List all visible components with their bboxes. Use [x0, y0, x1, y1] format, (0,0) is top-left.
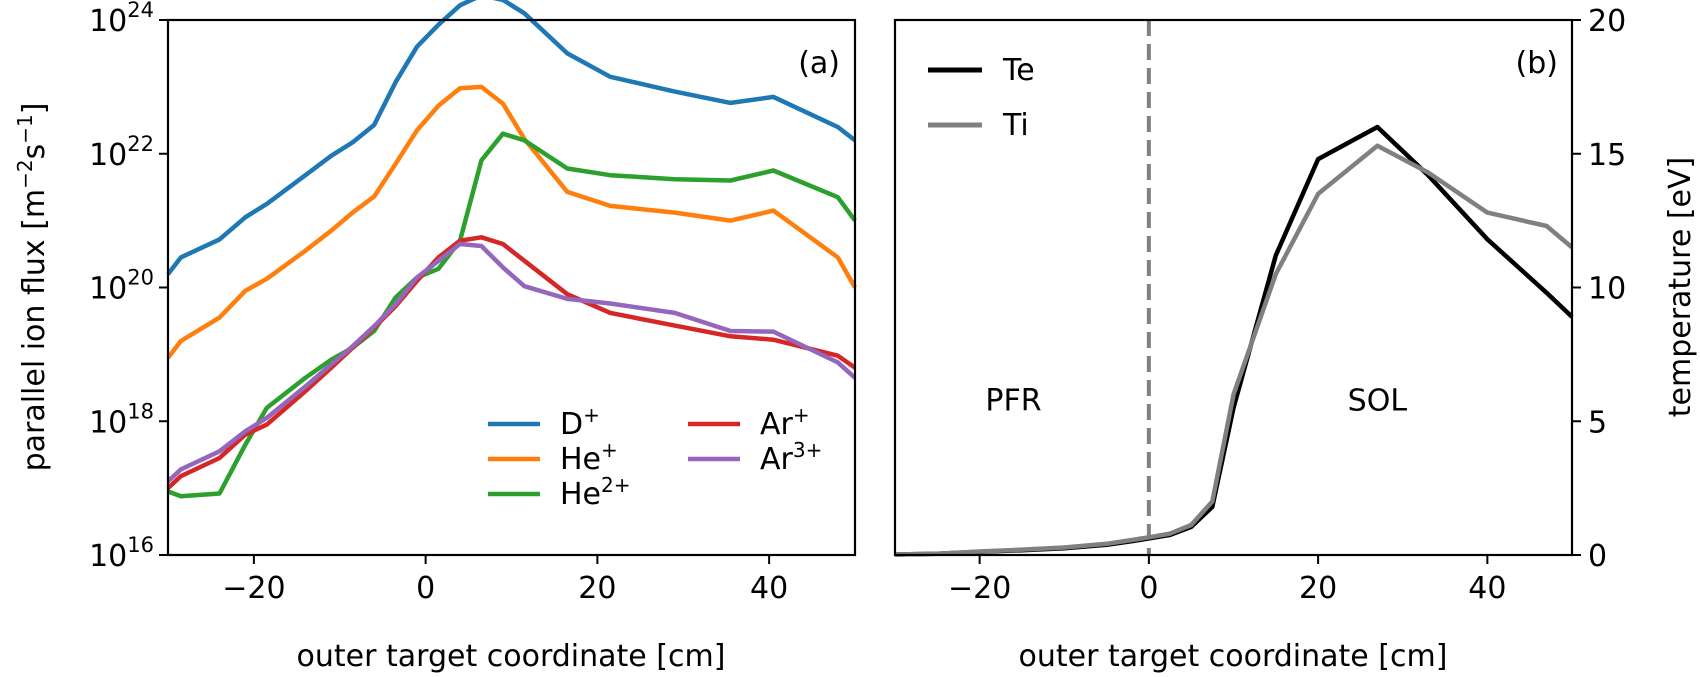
panel-a-ytick-base: 10	[89, 138, 127, 173]
panel-a-ylabel-exp2: −1	[13, 114, 37, 143]
legend-label-base: Ar	[760, 407, 794, 442]
panel-a-ytick-exp: 16	[127, 533, 154, 557]
panel-a-xlabel: outer target coordinate [cm]	[297, 639, 726, 673]
legend-label-Te: Te	[1002, 53, 1035, 88]
legend-label-base: D	[560, 407, 583, 442]
region-label-pfr: PFR	[985, 384, 1041, 419]
legend-label-Ar-3plus: Ar3+	[760, 438, 822, 477]
panel-a-xtick-label: 0	[416, 571, 435, 606]
panel-a-ytick-base: 10	[89, 539, 127, 574]
legend-label-base: Ar	[760, 442, 794, 477]
legend-label-He-2plus: He2+	[560, 473, 631, 512]
panel-b-ylabel: temperature [eV]	[1663, 157, 1698, 418]
panel-b-ytick-label: 0	[1588, 539, 1607, 574]
panel-a-ylabel-part1: parallel ion flux [m	[17, 189, 52, 472]
legend-label-Ar-plus: Ar+	[760, 403, 810, 442]
legend-label-sup: +	[793, 403, 810, 427]
legend-label-sup: +	[601, 438, 618, 462]
series-line-Ti	[894, 143, 1574, 557]
panel-a-ytick-base: 10	[89, 4, 127, 39]
panel-a-ylabel: parallel ion flux [m−2s−1]	[13, 103, 52, 472]
series-line-He-2plus	[167, 131, 857, 499]
panel-a-frame	[166, 18, 857, 557]
panel-b: −20 0 20 40 0 5 10 15 20 (b) outer target coordi…	[893, 4, 1698, 674]
series-line-Te	[894, 124, 1574, 557]
panel-b-ticks: −20 0 20 40 0 5 10 15 20	[948, 4, 1626, 606]
panel-a-ytick-base: 10	[89, 272, 127, 307]
panel-a-series	[166, 0, 857, 499]
panel-a-ytick-exp: 18	[127, 399, 154, 423]
panel-a-ytick-label: 1020	[89, 266, 154, 307]
panel-b-xtick-label: 40	[1468, 571, 1506, 606]
panel-a-tag: (a)	[798, 46, 840, 81]
panel-a-ytick-exp: 20	[127, 266, 154, 290]
legend-label-base: He	[560, 477, 601, 512]
panel-b-series	[894, 124, 1574, 557]
series-line-Ar-3plus	[166, 241, 857, 484]
panel-a-ytick-label: 1024	[89, 0, 154, 39]
panel-b-region-labels: PFR SOL	[985, 384, 1407, 419]
panel-a-xtick-label: −20	[222, 571, 285, 606]
legend-label-D-plus: D+	[560, 403, 600, 442]
panel-a-ytick-label: 1022	[89, 132, 154, 173]
panel-a-ytick-base: 10	[89, 405, 127, 440]
panel-b-ytick-label: 5	[1588, 405, 1607, 440]
region-label-sol: SOL	[1348, 384, 1408, 419]
series-line-He-plus	[166, 84, 857, 360]
panel-b-ytick-label: 15	[1588, 138, 1626, 173]
legend-label-He-plus: He+	[560, 438, 618, 477]
panel-a-xtick-label: 20	[578, 571, 616, 606]
panel-b-tag: (b)	[1516, 46, 1558, 81]
panel-a-ylabel-exp1: −2	[13, 159, 37, 188]
panel-b-legend: Te Ti	[928, 53, 1035, 143]
panel-a-ytick-exp: 22	[127, 132, 154, 156]
legend-label-sup: 2+	[601, 473, 630, 497]
panel-b-ytick-label: 20	[1588, 4, 1626, 39]
legend-label-sup: +	[583, 403, 600, 427]
panel-a-ytick-label: 1018	[89, 399, 154, 440]
panel-a-ytick-label: 1016	[89, 533, 154, 574]
panel-a-ylabel-part3: ]	[17, 103, 52, 115]
panel-b-frame	[893, 18, 1574, 557]
legend-label-sup: 3+	[793, 438, 822, 462]
panel-a-xtick-label: 40	[750, 571, 788, 606]
panel-a-ytick-exp: 24	[127, 0, 154, 22]
series-line-Ar-plus	[166, 235, 857, 490]
panel-b-xtick-label: −20	[948, 571, 1011, 606]
panel-b-ytick-label: 10	[1588, 272, 1626, 307]
panel-b-xtick-label: 0	[1139, 571, 1158, 606]
legend-label-Ti: Ti	[1002, 108, 1029, 143]
series-line-D-plus	[166, 0, 857, 276]
panel-a-legend: D+He+He2+Ar+Ar3+	[488, 403, 822, 512]
legend-label-base: He	[560, 442, 601, 477]
panel-b-xtick-label: 20	[1299, 571, 1337, 606]
panel-b-xlabel: outer target coordinate [cm]	[1019, 639, 1448, 673]
panel-a-ylabel-part2: s	[17, 144, 52, 160]
